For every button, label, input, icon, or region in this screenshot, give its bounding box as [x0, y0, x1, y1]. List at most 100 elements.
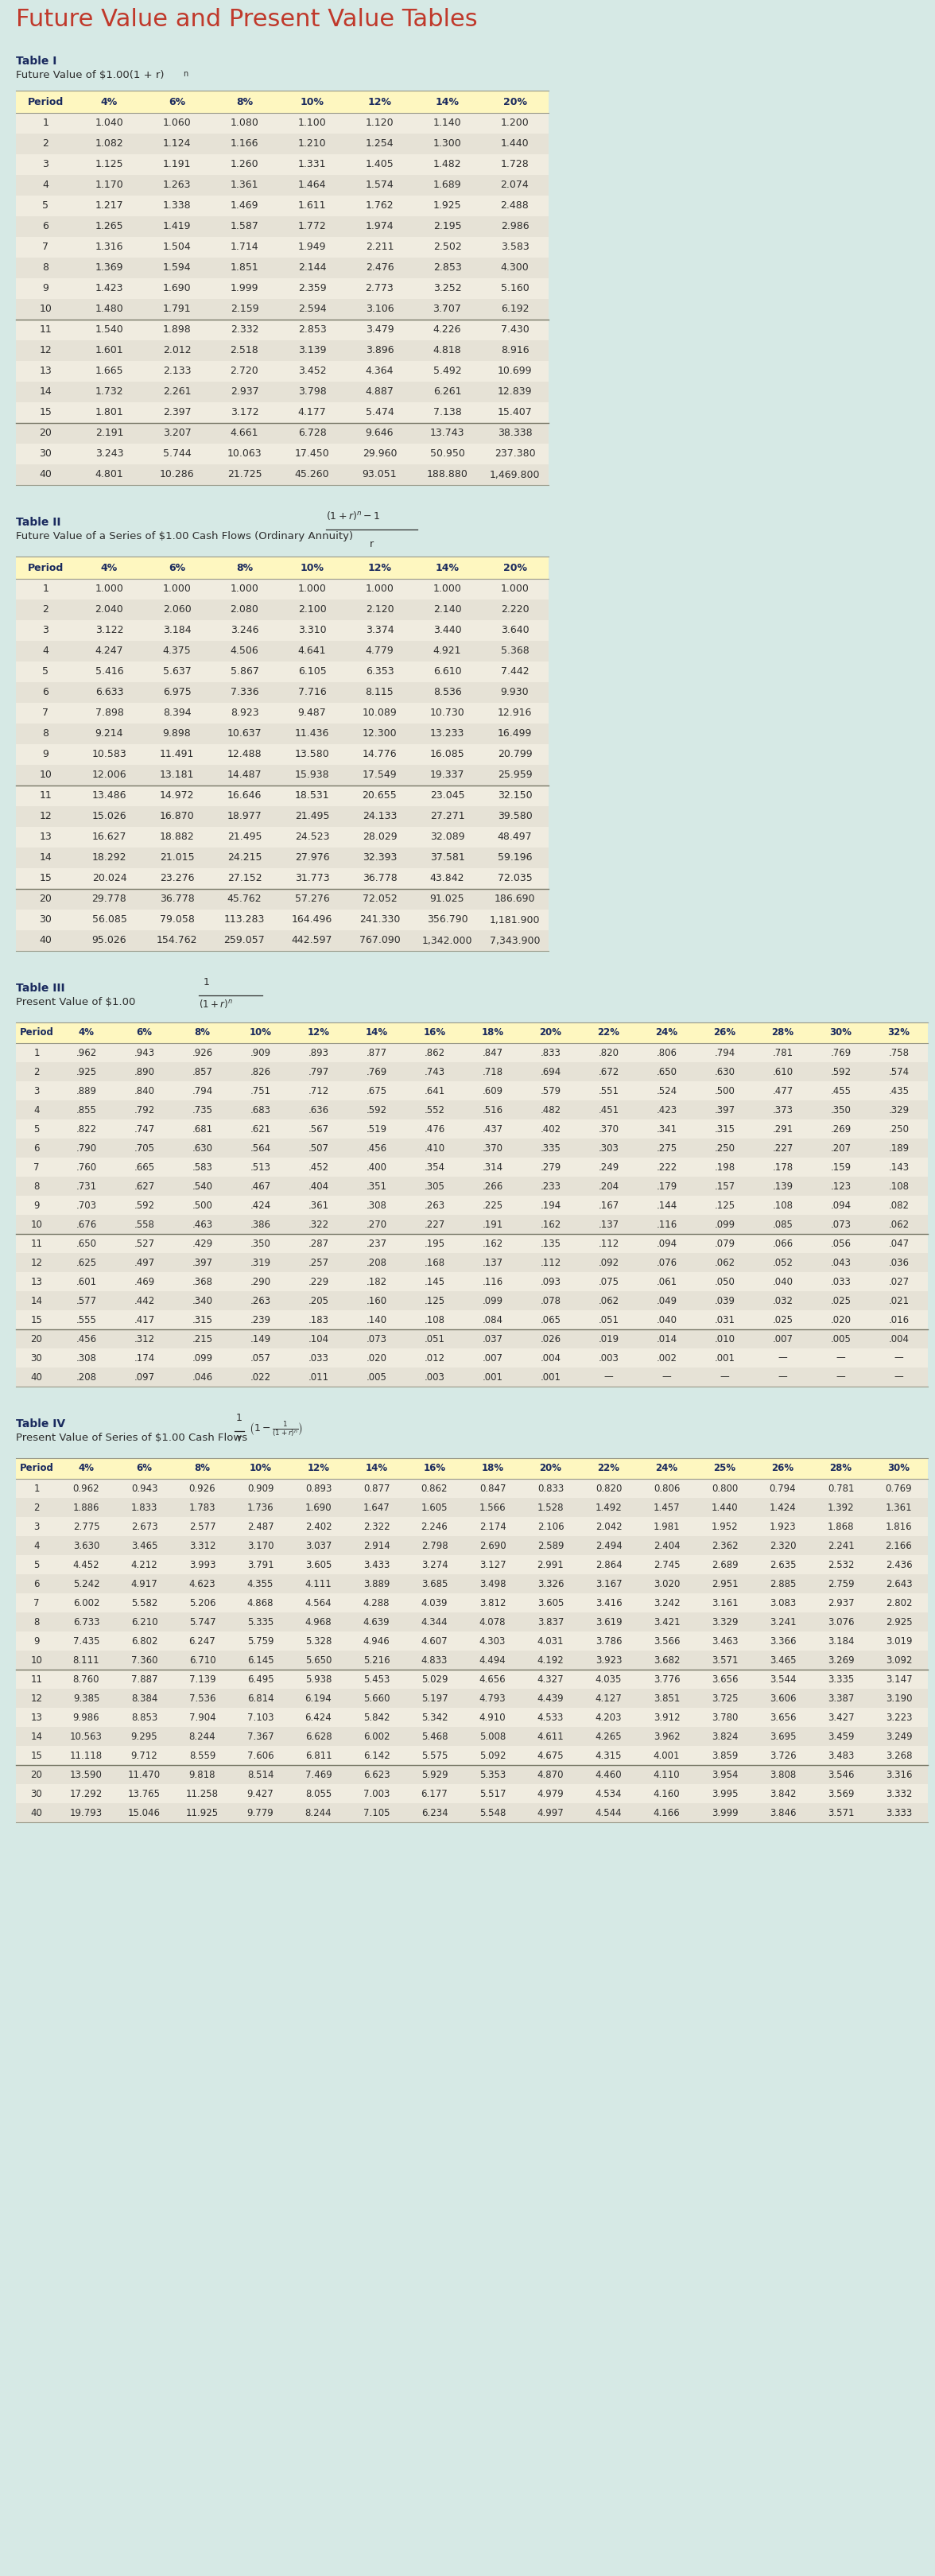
- Text: 6.353: 6.353: [366, 667, 394, 677]
- Text: Period: Period: [20, 1463, 53, 1473]
- Text: 3.566: 3.566: [654, 1636, 680, 1646]
- Text: 1.732: 1.732: [95, 386, 123, 397]
- Text: 2.246: 2.246: [421, 1522, 448, 1533]
- Text: 6: 6: [34, 1144, 39, 1154]
- Text: 3.190: 3.190: [885, 1692, 913, 1703]
- Text: —: —: [778, 1373, 787, 1383]
- Bar: [16, 1669, 928, 1690]
- Text: .061: .061: [656, 1278, 677, 1288]
- Bar: [16, 621, 549, 641]
- Text: 16.085: 16.085: [430, 750, 465, 760]
- Text: 25.959: 25.959: [497, 770, 532, 781]
- Text: .001: .001: [482, 1373, 503, 1383]
- Text: 0.962: 0.962: [73, 1484, 100, 1494]
- Text: —: —: [836, 1352, 845, 1363]
- Bar: [16, 1613, 928, 1631]
- Text: 3.452: 3.452: [298, 366, 326, 376]
- Text: 1.405: 1.405: [366, 160, 394, 170]
- Text: 3.912: 3.912: [654, 1713, 680, 1723]
- Text: 2.577: 2.577: [189, 1522, 216, 1533]
- Text: 2.798: 2.798: [421, 1540, 448, 1551]
- Text: 3.640: 3.640: [500, 626, 529, 636]
- Text: .204: .204: [598, 1180, 619, 1190]
- Text: 10.583: 10.583: [92, 750, 127, 760]
- Text: .877: .877: [367, 1048, 387, 1059]
- Text: 1.392: 1.392: [827, 1502, 855, 1512]
- Text: .456: .456: [367, 1144, 387, 1154]
- Text: 1,181.900: 1,181.900: [490, 914, 540, 925]
- Text: 7.716: 7.716: [298, 688, 326, 698]
- Text: 6.628: 6.628: [305, 1731, 332, 1741]
- Text: 20: 20: [31, 1770, 42, 1780]
- Text: 1.300: 1.300: [433, 139, 462, 149]
- Text: 14: 14: [31, 1731, 42, 1741]
- Text: 13: 13: [39, 832, 52, 842]
- Text: 18.882: 18.882: [160, 832, 194, 842]
- Text: .205: .205: [309, 1296, 329, 1306]
- Text: .270: .270: [367, 1218, 387, 1229]
- Bar: [16, 556, 549, 580]
- Text: 2.773: 2.773: [366, 283, 394, 294]
- Text: 72.035: 72.035: [497, 873, 532, 884]
- Text: .032: .032: [772, 1296, 793, 1306]
- Text: 4: 4: [34, 1105, 39, 1115]
- Text: 1.120: 1.120: [366, 118, 394, 129]
- Text: 1: 1: [43, 585, 49, 595]
- Text: 1.480: 1.480: [95, 304, 123, 314]
- Text: 4.166: 4.166: [654, 1808, 680, 1819]
- Text: .222: .222: [656, 1162, 677, 1172]
- Text: .208: .208: [76, 1373, 96, 1383]
- Text: .820: .820: [598, 1048, 619, 1059]
- Text: 10%: 10%: [250, 1028, 271, 1038]
- Text: .168: .168: [424, 1257, 445, 1267]
- Text: 4.355: 4.355: [247, 1579, 274, 1589]
- Text: 4.661: 4.661: [230, 428, 259, 438]
- Text: .076: .076: [656, 1257, 677, 1267]
- Text: .208: .208: [367, 1257, 387, 1267]
- Text: .731: .731: [76, 1180, 96, 1190]
- Text: 5.582: 5.582: [131, 1597, 158, 1607]
- Text: 2.362: 2.362: [712, 1540, 738, 1551]
- Text: .047: .047: [888, 1239, 909, 1249]
- Text: 10.286: 10.286: [160, 469, 194, 479]
- Text: 6.261: 6.261: [433, 386, 461, 397]
- Text: 3.387: 3.387: [827, 1692, 854, 1703]
- Text: 3.798: 3.798: [298, 386, 326, 397]
- Text: 186.690: 186.690: [495, 894, 535, 904]
- Text: 4.946: 4.946: [363, 1636, 390, 1646]
- Text: 95.026: 95.026: [92, 935, 126, 945]
- Text: 2.159: 2.159: [230, 304, 259, 314]
- Text: 8.760: 8.760: [73, 1674, 100, 1685]
- Text: 2: 2: [43, 605, 49, 616]
- Text: 1.690: 1.690: [305, 1502, 332, 1512]
- Text: .073: .073: [367, 1334, 387, 1345]
- Bar: [16, 1556, 928, 1574]
- Bar: [16, 258, 549, 278]
- Text: 4.160: 4.160: [654, 1788, 680, 1798]
- Text: .269: .269: [830, 1123, 851, 1133]
- Text: 1.140: 1.140: [433, 118, 461, 129]
- Text: 4.127: 4.127: [596, 1692, 622, 1703]
- Text: 3.076: 3.076: [827, 1618, 854, 1628]
- Text: 56.085: 56.085: [92, 914, 127, 925]
- Text: 4.533: 4.533: [538, 1713, 564, 1723]
- Text: 6.633: 6.633: [95, 688, 123, 698]
- Text: 20.655: 20.655: [362, 791, 397, 801]
- Text: .020: .020: [830, 1314, 851, 1324]
- Text: 50.950: 50.950: [430, 448, 465, 459]
- Text: 30%: 30%: [887, 1463, 910, 1473]
- Text: 356.790: 356.790: [426, 914, 468, 925]
- Text: .233: .233: [540, 1180, 561, 1190]
- Text: 2.404: 2.404: [654, 1540, 680, 1551]
- Text: 5.160: 5.160: [500, 283, 529, 294]
- Text: 2.502: 2.502: [433, 242, 462, 252]
- Bar: [16, 1726, 928, 1747]
- Bar: [16, 1329, 928, 1347]
- Text: 6.194: 6.194: [305, 1692, 332, 1703]
- Text: .424: .424: [250, 1200, 271, 1211]
- Text: .263: .263: [250, 1296, 271, 1306]
- Text: 12: 12: [31, 1692, 42, 1703]
- Text: 4.327: 4.327: [538, 1674, 564, 1685]
- Text: 3.161: 3.161: [712, 1597, 738, 1607]
- Text: 2.885: 2.885: [770, 1579, 796, 1589]
